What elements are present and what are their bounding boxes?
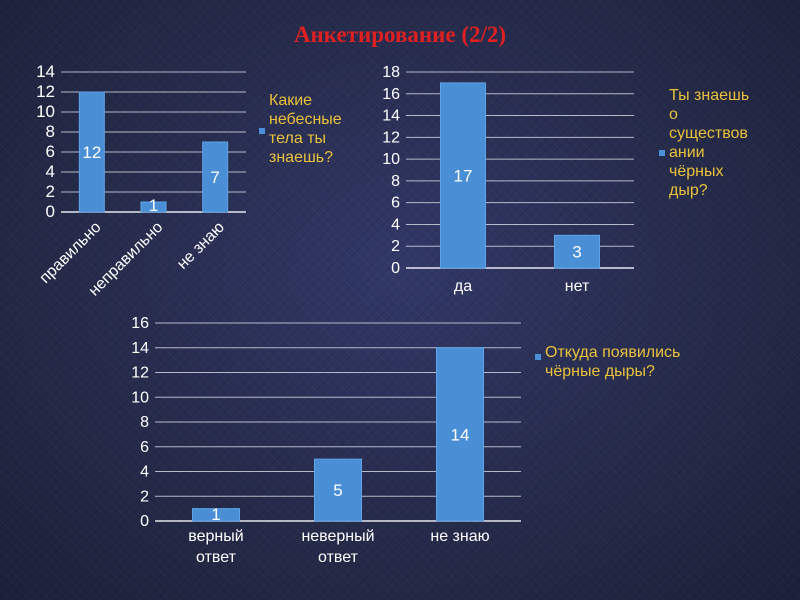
legend-swatch: [535, 354, 541, 360]
y-tick-label: 12: [131, 365, 149, 382]
legend-line: Откуда появились: [545, 344, 681, 361]
y-tick-label: 2: [391, 238, 400, 255]
legend-line: чёрные дыры?: [545, 363, 655, 380]
y-tick-label: 2: [46, 182, 55, 201]
legend-swatch: [259, 128, 265, 134]
bar-value-label: 7: [210, 168, 219, 187]
y-tick-label: 8: [391, 173, 400, 190]
y-tick-label: 14: [36, 62, 55, 81]
x-category-label: неверный: [301, 528, 374, 545]
bar-value-label: 14: [451, 425, 470, 444]
y-tick-label: 4: [391, 216, 400, 233]
y-tick-label: 4: [140, 464, 149, 481]
y-tick-label: 10: [36, 102, 55, 121]
y-tick-label: 16: [382, 86, 400, 103]
legend-label: Какие небесные тела ты знаешь?: [269, 91, 409, 167]
y-tick-label: 4: [46, 162, 55, 181]
bar-value-label: 1: [149, 196, 158, 215]
x-category-label: ответ: [318, 549, 359, 566]
y-tick-label: 0: [391, 260, 400, 277]
bar-value-label: 3: [572, 243, 581, 262]
bar-value-label: 12: [82, 143, 101, 162]
bar: [436, 347, 484, 522]
legend-line: знаешь?: [269, 149, 334, 166]
legend-line: ании: [669, 144, 705, 161]
y-tick-label: 18: [382, 64, 400, 81]
slide-title: Анкетирование (2/2): [293, 22, 507, 47]
bar: [192, 508, 240, 522]
bar-value-label: 17: [454, 166, 473, 185]
legend-line: дыр?: [669, 182, 708, 199]
legend-swatch: [659, 150, 665, 156]
y-tick-label: 12: [382, 129, 400, 146]
y-tick-label: 10: [382, 151, 400, 168]
legend-line: Какие: [269, 92, 313, 109]
bar-value-label: 5: [333, 481, 342, 500]
y-tick-label: 14: [131, 340, 149, 357]
bar: [140, 201, 167, 213]
x-category-label: да: [454, 278, 472, 295]
x-category-label: верный: [188, 528, 243, 545]
y-tick-label: 10: [131, 389, 149, 406]
x-category-label: нет: [565, 278, 590, 295]
legend-line: тела ты: [269, 130, 327, 147]
y-tick-label: 0: [46, 202, 55, 221]
legend-line: небесные: [269, 111, 342, 128]
y-tick-label: 2: [140, 488, 149, 505]
bar: [314, 458, 362, 522]
legend-label: Ты знаешь о существов ании чёрных дыр?: [669, 86, 800, 200]
bar: [78, 91, 105, 213]
y-tick-label: 16: [131, 315, 149, 332]
legend-line: Ты знаешь: [669, 87, 750, 104]
bar: [554, 234, 600, 269]
x-category-label: ответ: [196, 549, 237, 566]
y-tick-label: 12: [36, 82, 55, 101]
legend-label: Откуда появились чёрные дыры?: [545, 343, 765, 381]
y-tick-label: 6: [140, 439, 149, 456]
x-category-label: не знаю: [430, 528, 489, 545]
y-tick-label: 6: [46, 142, 55, 161]
legend-line: существов: [669, 125, 748, 142]
bar: [202, 141, 229, 213]
legend-line: о: [669, 106, 678, 123]
bar-value-label: 1: [211, 505, 220, 524]
y-tick-label: 0: [140, 513, 149, 530]
y-tick-label: 8: [46, 122, 55, 141]
legend-line: чёрных: [669, 163, 724, 180]
y-tick-label: 8: [140, 414, 149, 431]
y-tick-label: 6: [391, 195, 400, 212]
y-tick-label: 14: [382, 108, 400, 125]
bar: [440, 82, 486, 269]
